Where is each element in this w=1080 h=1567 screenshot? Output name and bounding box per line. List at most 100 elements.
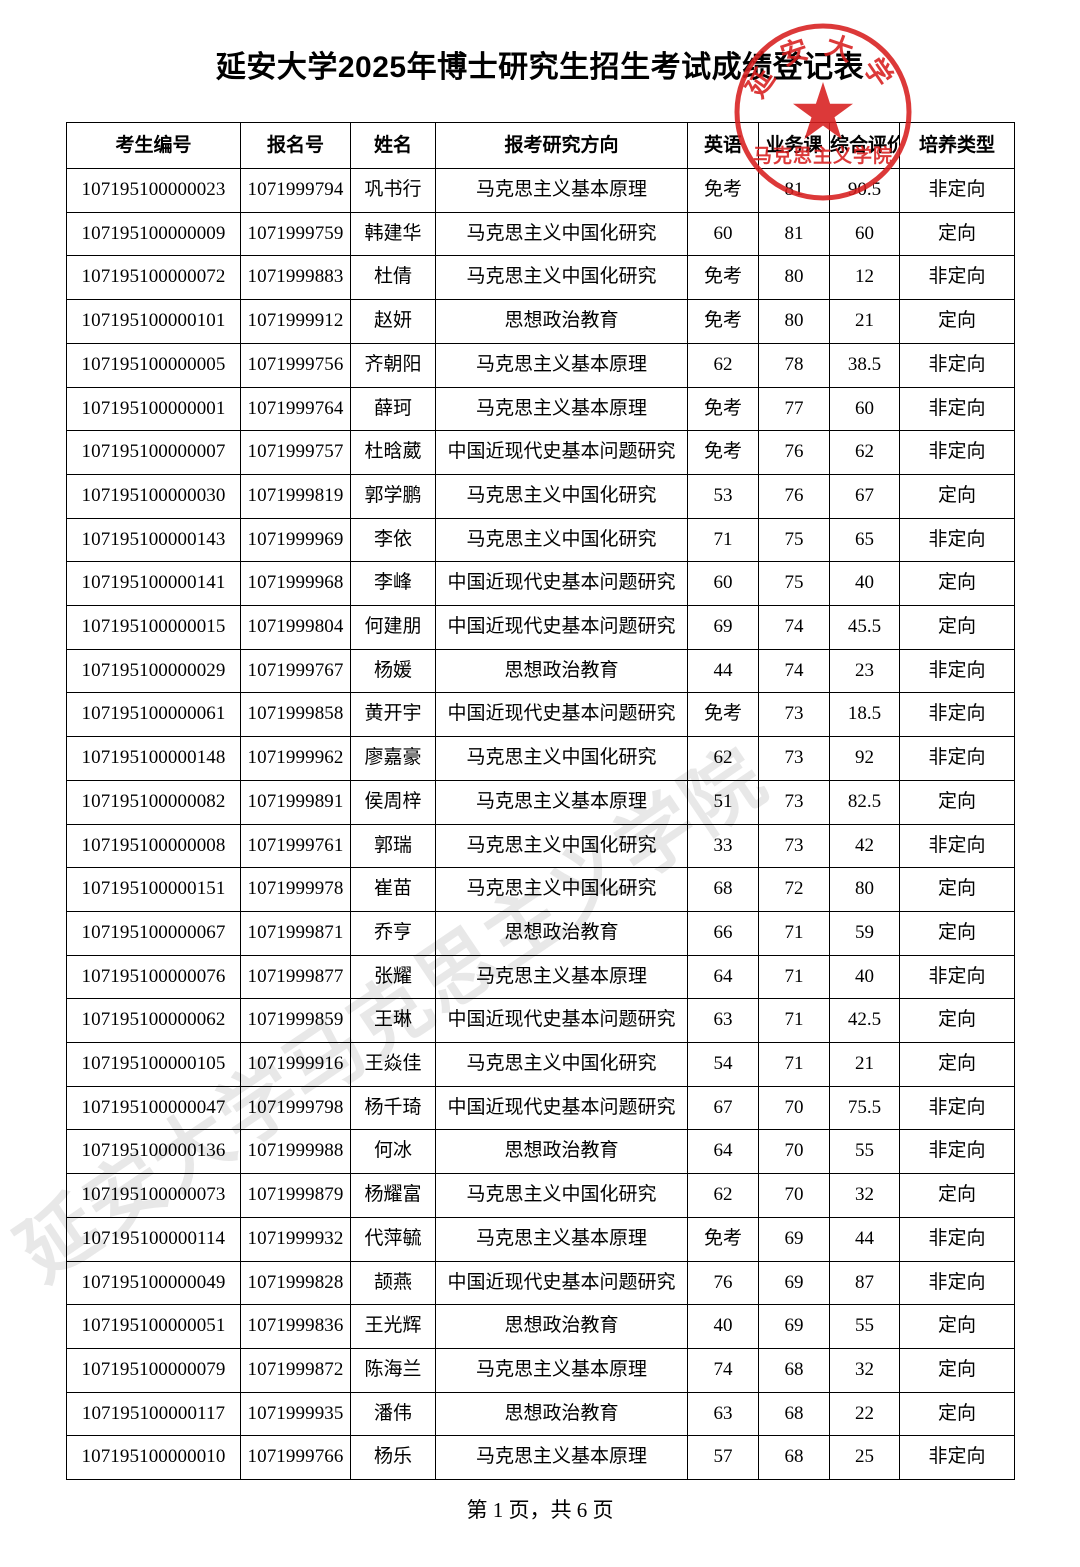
cell-comprehensive-evaluation: 67 — [829, 473, 900, 519]
cell-comprehensive-evaluation: 65 — [829, 517, 900, 563]
cell-exam-number: 107195100000010 — [66, 1435, 241, 1481]
cell-training-type: 定向 — [899, 211, 1015, 257]
table-row: 107195100000005 1071999756 齐朝阳 马克思主义基本原理 62 7… — [66, 342, 1015, 388]
cell-registration-number: 1071999988 — [240, 1129, 351, 1175]
cell-training-type: 定向 — [899, 998, 1015, 1044]
table-row: 107195100000117 1071999935 潘伟 思想政治教育 63 68 22 定… — [66, 1391, 1015, 1437]
column-header-comprehensive-evaluation: 综合评价 — [829, 122, 900, 169]
table-row: 107195100000049 1071999828 颉燕 中国近现代史基本问题研究 7… — [66, 1260, 1015, 1306]
cell-major-course-score: 70 — [758, 1129, 830, 1175]
cell-major-course-score: 77 — [758, 386, 830, 432]
cell-major-course-score: 75 — [758, 517, 830, 563]
cell-comprehensive-evaluation: 40 — [829, 954, 900, 1000]
table-row: 107195100000061 1071999858 黄开宇 中国近现代史基本问题研究… — [66, 692, 1015, 738]
cell-name: 颉燕 — [350, 1260, 436, 1306]
cell-registration-number: 1071999968 — [240, 561, 351, 607]
cell-training-type: 非定向 — [899, 168, 1015, 213]
table-row: 107195100000076 1071999877 张耀 马克思主义基本原理 64 71… — [66, 954, 1015, 1000]
column-header-name: 姓名 — [350, 122, 436, 169]
cell-training-type: 非定向 — [899, 517, 1015, 563]
column-header-research-direction: 报考研究方向 — [435, 122, 688, 169]
cell-research-direction: 马克思主义基本原理 — [435, 779, 688, 825]
cell-training-type: 非定向 — [899, 1435, 1015, 1481]
cell-english-score: 68 — [687, 867, 759, 912]
cell-comprehensive-evaluation: 55 — [829, 1304, 900, 1349]
cell-registration-number: 1071999871 — [240, 910, 351, 956]
cell-name: 黄开宇 — [350, 692, 436, 738]
cell-major-course-score: 73 — [758, 823, 830, 869]
cell-name: 郭学鹏 — [350, 473, 436, 519]
table-row: 107195100000008 1071999761 郭瑞 马克思主义中国化研究 33 7… — [66, 823, 1015, 869]
cell-name: 李峰 — [350, 561, 436, 607]
cell-research-direction: 马克思主义中国化研究 — [435, 473, 688, 519]
cell-training-type: 非定向 — [899, 1085, 1015, 1131]
column-header-major-course: 业务课 — [758, 122, 830, 169]
cell-training-type: 非定向 — [899, 430, 1015, 475]
cell-training-type: 非定向 — [899, 342, 1015, 388]
cell-registration-number: 1071999819 — [240, 473, 351, 519]
cell-major-course-score: 70 — [758, 1173, 830, 1218]
cell-comprehensive-evaluation: 32 — [829, 1347, 900, 1393]
cell-comprehensive-evaluation: 12 — [829, 255, 900, 301]
cell-english-score: 40 — [687, 1304, 759, 1349]
cell-comprehensive-evaluation: 90.5 — [829, 168, 900, 213]
cell-english-score: 60 — [687, 561, 759, 607]
cell-english-score: 免考 — [687, 299, 759, 344]
cell-name: 陈海兰 — [350, 1347, 436, 1393]
cell-exam-number: 107195100000067 — [66, 910, 241, 956]
cell-major-course-score: 71 — [758, 910, 830, 956]
cell-name: 杨耀富 — [350, 1173, 436, 1218]
cell-research-direction: 马克思主义中国化研究 — [435, 867, 688, 912]
cell-research-direction: 马克思主义中国化研究 — [435, 517, 688, 563]
cell-comprehensive-evaluation: 62 — [829, 430, 900, 475]
cell-comprehensive-evaluation: 82.5 — [829, 779, 900, 825]
cell-comprehensive-evaluation: 75.5 — [829, 1085, 900, 1131]
cell-training-type: 定向 — [899, 779, 1015, 825]
cell-major-course-score: 68 — [758, 1435, 830, 1481]
cell-training-type: 非定向 — [899, 954, 1015, 1000]
cell-exam-number: 107195100000143 — [66, 517, 241, 563]
cell-english-score: 74 — [687, 1347, 759, 1393]
cell-name: 郭瑞 — [350, 823, 436, 869]
cell-english-score: 60 — [687, 211, 759, 257]
cell-registration-number: 1071999804 — [240, 605, 351, 650]
cell-training-type: 非定向 — [899, 1129, 1015, 1175]
cell-exam-number: 107195100000009 — [66, 211, 241, 257]
cell-comprehensive-evaluation: 60 — [829, 386, 900, 432]
cell-name: 李依 — [350, 517, 436, 563]
cell-training-type: 定向 — [899, 1391, 1015, 1437]
cell-english-score: 71 — [687, 517, 759, 563]
table-row: 107195100000079 1071999872 陈海兰 马克思主义基本原理 74 6… — [66, 1347, 1015, 1393]
cell-exam-number: 107195100000030 — [66, 473, 241, 519]
cell-name: 乔亨 — [350, 910, 436, 956]
table-row: 107195100000062 1071999859 王琳 中国近现代史基本问题研究 6… — [66, 998, 1015, 1044]
cell-registration-number: 1071999798 — [240, 1085, 351, 1131]
cell-english-score: 53 — [687, 473, 759, 519]
cell-comprehensive-evaluation: 80 — [829, 867, 900, 912]
table-row: 107195100000151 1071999978 崔苗 马克思主义中国化研究 68 7… — [66, 867, 1015, 912]
cell-research-direction: 马克思主义基本原理 — [435, 1435, 688, 1481]
cell-comprehensive-evaluation: 22 — [829, 1391, 900, 1437]
cell-english-score: 44 — [687, 648, 759, 694]
cell-registration-number: 1071999916 — [240, 1042, 351, 1087]
table-header-row: 考生编号 报名号 姓名 报考研究方向 英语 业务课 综合评价 培养类型 — [66, 122, 1015, 169]
cell-registration-number: 1071999891 — [240, 779, 351, 825]
cell-major-course-score: 69 — [758, 1260, 830, 1306]
cell-exam-number: 107195100000101 — [66, 299, 241, 344]
cell-major-course-score: 80 — [758, 255, 830, 301]
cell-training-type: 定向 — [899, 1347, 1015, 1393]
cell-research-direction: 思想政治教育 — [435, 1391, 688, 1437]
table-row: 107195100000105 1071999916 王焱佳 马克思主义中国化研究 54… — [66, 1042, 1015, 1087]
table-row: 107195100000067 1071999871 乔亨 思想政治教育 66 71 59 定… — [66, 910, 1015, 956]
cell-exam-number: 107195100000148 — [66, 736, 241, 781]
cell-training-type: 定向 — [899, 1304, 1015, 1349]
cell-training-type: 非定向 — [899, 692, 1015, 738]
table-row: 107195100000051 1071999836 王光辉 思想政治教育 40 69 55… — [66, 1304, 1015, 1349]
cell-registration-number: 1071999828 — [240, 1260, 351, 1306]
cell-registration-number: 1071999757 — [240, 430, 351, 475]
cell-exam-number: 107195100000015 — [66, 605, 241, 650]
table-row: 107195100000073 1071999879 杨耀富 马克思主义中国化研究 62… — [66, 1173, 1015, 1218]
cell-major-course-score: 73 — [758, 779, 830, 825]
table-row: 107195100000082 1071999891 侯周梓 马克思主义基本原理 51 7… — [66, 779, 1015, 825]
